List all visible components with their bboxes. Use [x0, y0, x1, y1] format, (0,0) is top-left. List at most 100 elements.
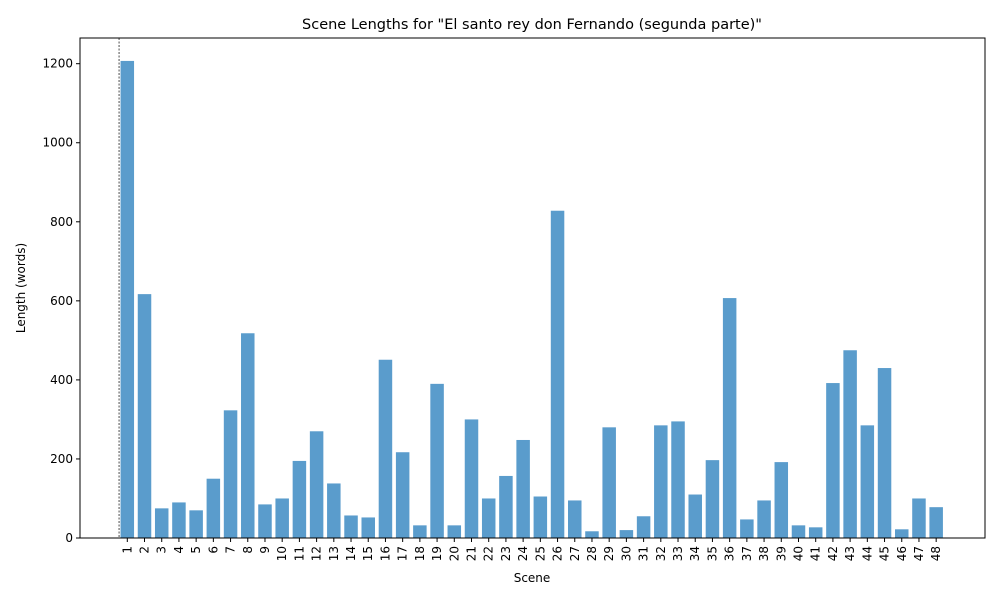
- bar-scene-20: [447, 525, 462, 538]
- x-tick-label-22: 22: [482, 546, 496, 561]
- x-tick-label-41: 41: [809, 546, 823, 561]
- x-tick-label-8: 8: [241, 546, 255, 554]
- bar-scene-25: [533, 496, 548, 538]
- bar-scene-36: [722, 298, 737, 538]
- x-tick-label-36: 36: [723, 546, 737, 561]
- bar-scene-42: [826, 383, 840, 538]
- bar-scene-31: [636, 516, 651, 538]
- x-tick-label-16: 16: [378, 546, 392, 561]
- x-tick-label-32: 32: [654, 546, 668, 561]
- x-tick-label-18: 18: [413, 546, 427, 561]
- x-tick-label-7: 7: [224, 546, 238, 554]
- bar-scene-22: [481, 498, 496, 538]
- x-tick-label-34: 34: [688, 546, 702, 561]
- x-tick-label-44: 44: [860, 546, 874, 561]
- bars-group: [120, 60, 943, 539]
- x-tick-label-4: 4: [172, 546, 186, 554]
- y-tick-label-0: 0: [65, 531, 73, 545]
- x-tick-label-11: 11: [292, 546, 306, 561]
- bar-scene-8: [241, 333, 255, 538]
- x-tick-label-29: 29: [602, 546, 616, 561]
- bar-scene-21: [464, 419, 479, 538]
- x-tick-label-26: 26: [551, 546, 565, 561]
- y-tick-label-200: 200: [50, 452, 73, 466]
- x-tick-label-42: 42: [826, 546, 840, 561]
- x-tick-label-20: 20: [447, 546, 461, 561]
- bar-scene-10: [275, 498, 289, 538]
- bar-scene-16: [378, 359, 393, 538]
- chart-title: Scene Lengths for "El santo rey don Fern…: [302, 17, 762, 33]
- bar-scene-41: [808, 527, 823, 538]
- bar-scene-4: [172, 502, 186, 538]
- x-tick-label-9: 9: [258, 546, 272, 554]
- x-tick-label-10: 10: [275, 546, 289, 561]
- y-tick-label-800: 800: [50, 215, 73, 229]
- bar-scene-46: [895, 529, 909, 538]
- x-tick-label-15: 15: [361, 546, 375, 561]
- bar-scene-27: [568, 500, 582, 538]
- bar-scene-5: [189, 510, 203, 538]
- bar-scene-45: [877, 368, 892, 538]
- x-tick-label-37: 37: [740, 546, 754, 561]
- x-tick-label-45: 45: [878, 546, 892, 561]
- bar-scene-40: [791, 525, 806, 538]
- x-tick-label-25: 25: [533, 546, 547, 561]
- x-tick-label-17: 17: [396, 546, 410, 561]
- bar-scene-13: [327, 483, 341, 538]
- x-tick-label-33: 33: [671, 546, 685, 561]
- bar-scene-7: [223, 410, 238, 538]
- bar-scene-23: [499, 475, 513, 538]
- bar-scene-6: [206, 478, 221, 538]
- x-tick-label-47: 47: [912, 546, 926, 561]
- bar-scene-35: [705, 460, 720, 538]
- bar-scene-32: [654, 425, 668, 538]
- bar-scene-39: [774, 462, 789, 538]
- bar-scene-26: [550, 210, 565, 538]
- bar-scene-17: [395, 452, 410, 538]
- bar-scene-48: [929, 507, 943, 538]
- bar-scene-43: [843, 350, 857, 538]
- bar-scene-38: [757, 500, 771, 538]
- bar-scene-19: [430, 383, 444, 538]
- x-tick-label-46: 46: [895, 546, 909, 561]
- x-tick-label-12: 12: [310, 546, 324, 561]
- x-tick-label-48: 48: [929, 546, 943, 561]
- bar-scene-11: [292, 460, 307, 538]
- bar-scene-37: [740, 519, 754, 538]
- x-tick-label-6: 6: [206, 546, 220, 554]
- x-tick-label-38: 38: [757, 546, 771, 561]
- y-axis-title: Length (words): [14, 243, 28, 333]
- x-tick-label-31: 31: [637, 546, 651, 561]
- x-axis-title: Scene: [514, 571, 551, 585]
- bar-scene-18: [413, 525, 427, 538]
- x-tick-label-19: 19: [430, 546, 444, 561]
- x-tick-label-40: 40: [791, 546, 805, 561]
- bar-scene-2: [137, 294, 152, 538]
- bar-scene-44: [860, 425, 875, 538]
- y-tick-label-1200: 1200: [42, 57, 73, 71]
- y-tick-label-600: 600: [50, 294, 73, 308]
- bar-scene-33: [671, 421, 685, 538]
- bar-scene-3: [154, 508, 169, 538]
- bar-scene-1: [120, 60, 135, 539]
- bar-scene-15: [361, 517, 375, 538]
- x-tick-label-2: 2: [138, 546, 152, 554]
- x-tick-label-5: 5: [189, 546, 203, 554]
- x-tick-label-43: 43: [843, 546, 857, 561]
- bar-scene-9: [258, 504, 272, 538]
- y-tick-label-1000: 1000: [42, 136, 73, 150]
- bar-scene-34: [688, 494, 702, 538]
- bar-scene-14: [344, 515, 358, 538]
- x-tick-label-27: 27: [568, 546, 582, 561]
- x-tick-label-39: 39: [774, 546, 788, 561]
- x-tick-label-24: 24: [516, 546, 530, 561]
- x-tick-label-1: 1: [120, 546, 134, 554]
- plot-frame: [79, 37, 986, 539]
- x-tick-label-3: 3: [155, 546, 169, 554]
- bar-scene-24: [516, 439, 530, 538]
- bar-scene-29: [602, 427, 616, 538]
- bar-scene-30: [619, 530, 634, 538]
- y-tick-label-400: 400: [50, 373, 73, 387]
- bar-scene-28: [585, 531, 599, 538]
